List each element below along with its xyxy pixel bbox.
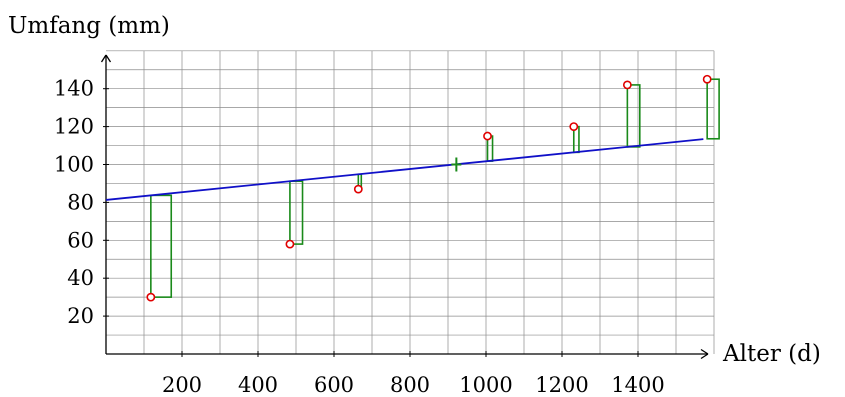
data-points — [146, 74, 712, 302]
x-tick-label: 400 — [238, 373, 278, 397]
x-tick-label: 800 — [390, 373, 430, 397]
x-tick-label: 1200 — [535, 373, 588, 397]
mean-point-marker — [451, 157, 462, 172]
y-tick-label: 20 — [67, 304, 94, 328]
residual-squares — [150, 78, 720, 298]
regression-line — [105, 138, 704, 201]
y-tick-labels: 20 40 60 80 100 120 140 — [54, 77, 109, 328]
data-point — [622, 80, 632, 90]
y-tick-label: 120 — [54, 115, 94, 139]
x-tick-label: 600 — [314, 373, 354, 397]
data-point — [146, 292, 156, 302]
data-point — [285, 239, 295, 249]
regression-line-group — [105, 138, 704, 201]
y-tick-label: 140 — [54, 77, 94, 101]
x-tick-label: 200 — [162, 373, 202, 397]
x-tick-label: 1000 — [459, 373, 512, 397]
x-axis-title: Alter (d) — [722, 341, 821, 367]
mean-point-group — [451, 157, 462, 172]
data-point — [569, 122, 579, 131]
x-tick-label: 1400 — [611, 373, 664, 397]
data-point — [483, 131, 492, 141]
residual-square — [150, 194, 173, 298]
y-tick-label: 40 — [67, 266, 94, 290]
axes — [100, 54, 709, 360]
y-tick-label: 60 — [67, 228, 94, 252]
data-point — [702, 74, 712, 84]
y-axis-title: Umfang (mm) — [8, 13, 170, 39]
y-tick-label: 80 — [67, 190, 94, 214]
data-point — [353, 184, 363, 194]
x-tick-labels: 200 400 600 800 1000 1200 1400 — [162, 351, 665, 397]
x-axis-arrow-icon — [700, 348, 709, 360]
y-tick-label: 100 — [54, 153, 94, 177]
y-axis-arrow-icon — [100, 54, 112, 63]
residual-square — [706, 78, 720, 140]
grid — [106, 50, 715, 354]
